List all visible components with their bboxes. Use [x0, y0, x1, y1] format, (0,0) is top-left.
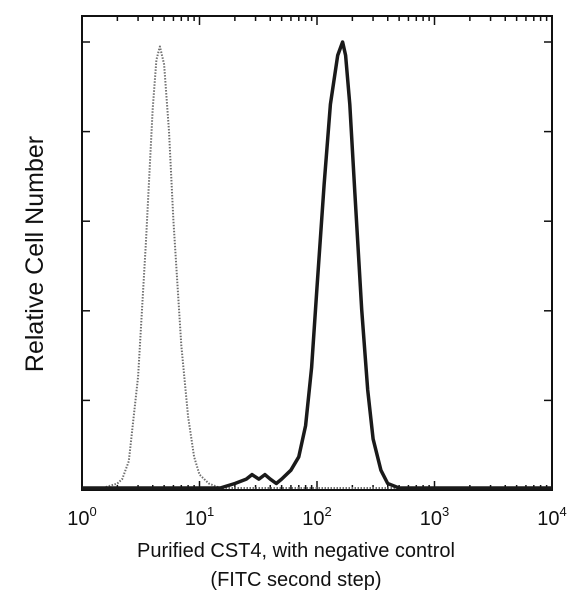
x-tick-label: 104: [537, 504, 566, 530]
x-axis-title: Purified CST4, with negative control: [137, 540, 455, 562]
series-layer: [82, 40, 552, 490]
y-axis-title: Relative Cell Number: [21, 136, 49, 372]
axis-ticks: [81, 16, 552, 491]
x-tick-label: 102: [302, 504, 331, 530]
x-tick-labels: 100 101 102 103 104: [67, 504, 566, 530]
sample-histogram-line: [82, 40, 552, 490]
control-histogram-line: [82, 45, 552, 489]
x-tick-label: 101: [185, 504, 214, 530]
x-axis-subtitle: (FITC second step): [210, 569, 381, 591]
x-tick-label: 100: [67, 504, 96, 530]
x-tick-label: 103: [420, 504, 449, 530]
plot-frame: [81, 15, 553, 491]
